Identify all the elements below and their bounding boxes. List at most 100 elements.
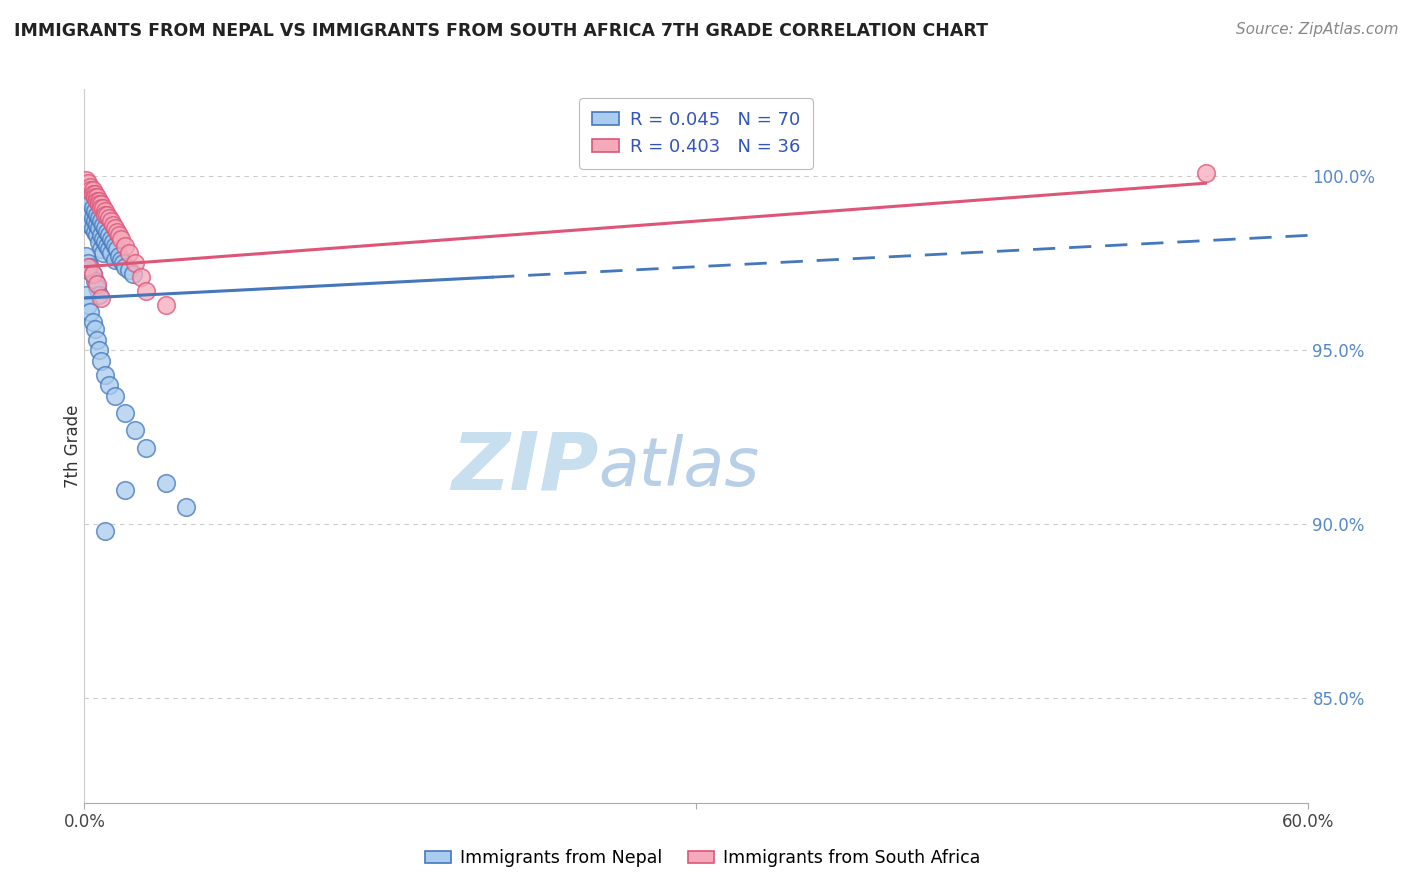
Point [82, 183, 104, 197]
Point [90, 291, 112, 305]
Text: ZIP: ZIP [451, 428, 598, 507]
Point [86, 194, 108, 208]
Point [83, 190, 105, 204]
Point [82, 186, 104, 201]
Point [100, 245, 122, 260]
Point [97, 228, 120, 243]
Point [82, 211, 104, 225]
Point [87, 197, 110, 211]
Point [83, 204, 105, 219]
Point [75, 190, 97, 204]
Point [75, 201, 97, 215]
Point [77, 263, 100, 277]
Point [155, 298, 177, 312]
Point [90, 228, 112, 243]
Point [75, 249, 97, 263]
Point [86, 277, 108, 292]
Point [83, 274, 105, 288]
Point [100, 232, 122, 246]
Point [79, 197, 101, 211]
Point [90, 214, 112, 228]
Point [79, 183, 101, 197]
Point [114, 406, 136, 420]
Point [79, 305, 101, 319]
Point [93, 207, 117, 221]
Point [91, 245, 114, 260]
Point [135, 284, 157, 298]
Text: IMMIGRANTS FROM NEPAL VS IMMIGRANTS FROM SOUTH AFRICA 7TH GRADE CORRELATION CHAR: IMMIGRANTS FROM NEPAL VS IMMIGRANTS FROM… [14, 22, 988, 40]
Point [77, 298, 100, 312]
Point [91, 232, 114, 246]
Point [82, 201, 104, 215]
Text: Source: ZipAtlas.com: Source: ZipAtlas.com [1236, 22, 1399, 37]
Legend: Immigrants from Nepal, Immigrants from South Africa: Immigrants from Nepal, Immigrants from S… [419, 843, 987, 874]
Point [108, 249, 131, 263]
Point [86, 190, 108, 204]
Point [83, 186, 105, 201]
Point [77, 194, 100, 208]
Point [87, 287, 110, 301]
Point [93, 221, 117, 235]
Point [79, 218, 101, 232]
Point [114, 483, 136, 497]
Point [97, 378, 120, 392]
Point [118, 263, 141, 277]
Point [77, 256, 100, 270]
Point [93, 204, 117, 219]
Point [82, 267, 104, 281]
Point [82, 221, 104, 235]
Point [100, 214, 122, 228]
Point [83, 225, 105, 239]
Point [79, 207, 101, 221]
Point [77, 204, 100, 219]
Point [96, 225, 118, 239]
Point [90, 353, 112, 368]
Point [101, 218, 124, 232]
Point [86, 333, 108, 347]
Point [87, 194, 110, 208]
Point [96, 207, 118, 221]
Point [105, 243, 128, 257]
Point [87, 235, 110, 250]
Point [1195, 166, 1218, 180]
Point [83, 322, 105, 336]
Point [112, 256, 135, 270]
Point [124, 423, 146, 437]
Point [93, 524, 117, 539]
Point [90, 243, 112, 257]
Point [77, 176, 100, 190]
Point [87, 343, 110, 358]
Point [86, 207, 108, 221]
Legend: R = 0.045   N = 70, R = 0.403   N = 36: R = 0.045 N = 70, R = 0.403 N = 36 [579, 98, 813, 169]
Point [135, 441, 157, 455]
Point [114, 260, 136, 274]
Point [86, 218, 108, 232]
Point [87, 211, 110, 225]
Point [77, 260, 100, 274]
Point [79, 179, 101, 194]
Point [110, 252, 132, 267]
Point [90, 197, 112, 211]
Y-axis label: 7th Grade: 7th Grade [65, 404, 82, 488]
Point [97, 211, 120, 225]
Point [155, 475, 177, 490]
Point [93, 235, 117, 250]
Point [91, 201, 114, 215]
Point [77, 211, 100, 225]
Point [104, 239, 127, 253]
Point [108, 228, 131, 243]
Point [79, 260, 101, 274]
Point [122, 267, 145, 281]
Point [118, 245, 141, 260]
Text: atlas: atlas [598, 434, 759, 500]
Point [90, 201, 112, 215]
Point [83, 214, 105, 228]
Point [114, 239, 136, 253]
Point [97, 243, 120, 257]
Point [104, 252, 127, 267]
Point [101, 235, 124, 250]
Point [176, 500, 198, 514]
Point [105, 225, 128, 239]
Point [75, 287, 97, 301]
Point [124, 256, 146, 270]
